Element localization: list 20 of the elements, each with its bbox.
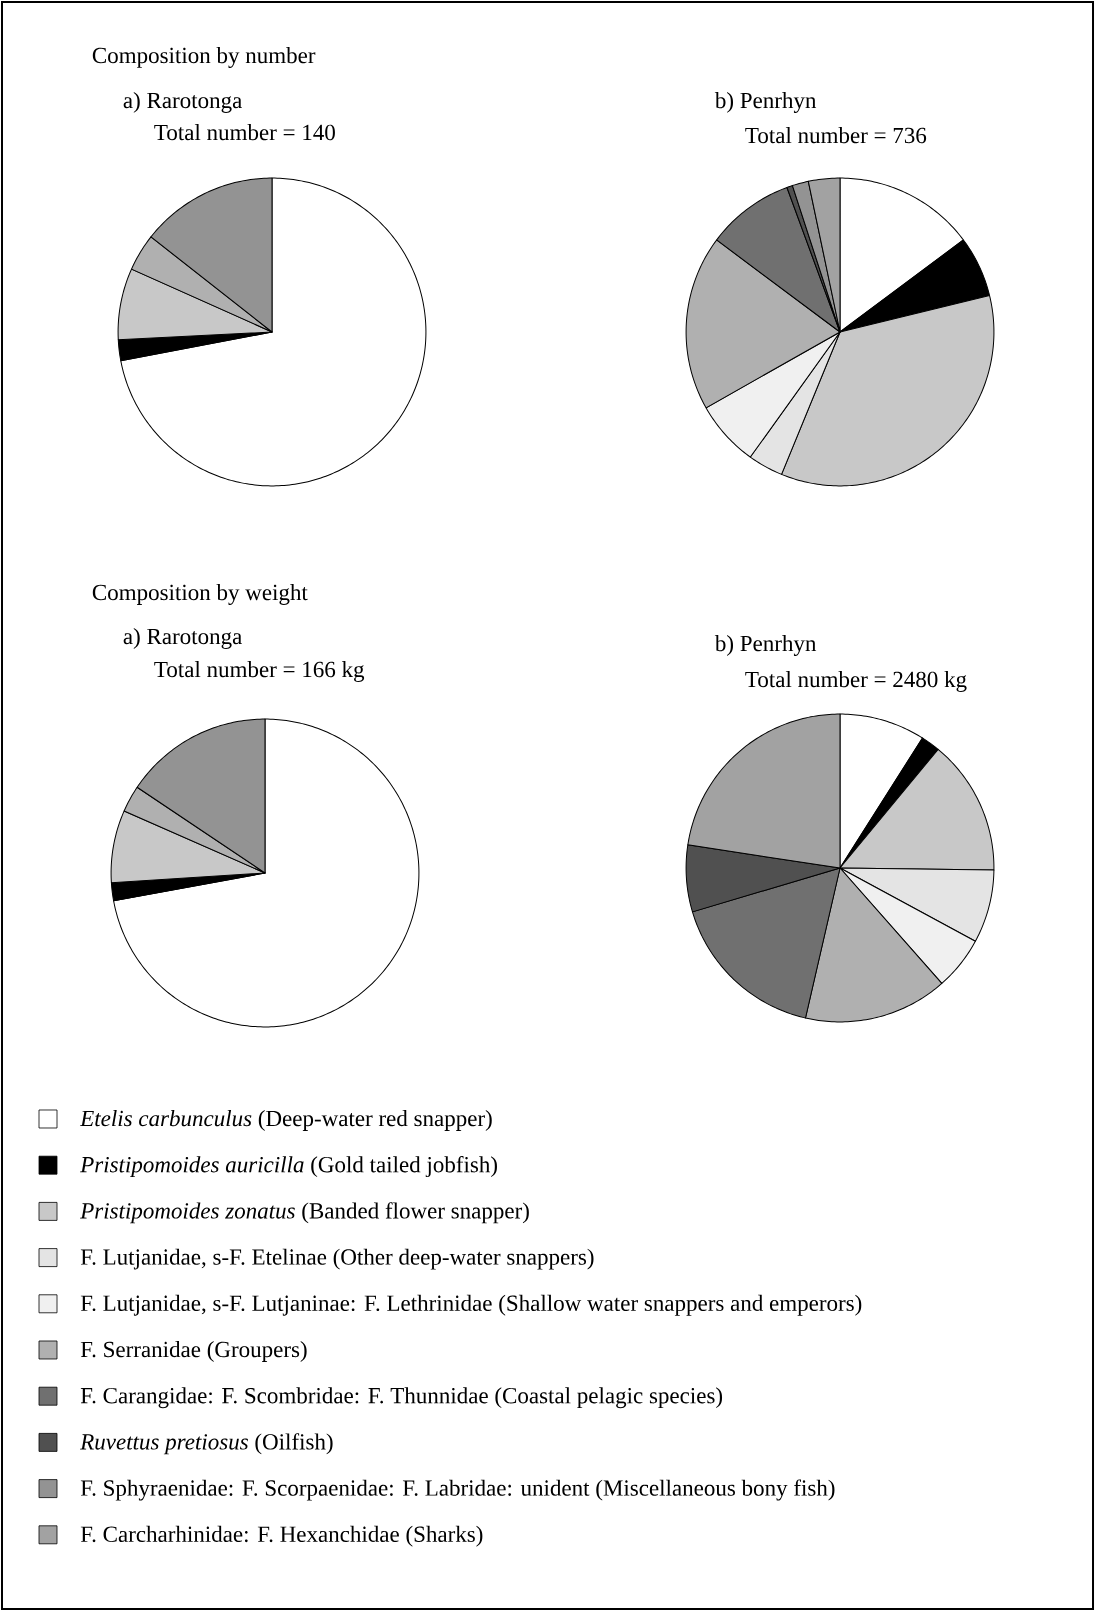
chart-title: b) Penrhyn: [714, 92, 817, 113]
legend-label: F. Carcharhinidae: F. Hexanchidae (Sharks): [80, 1525, 483, 1547]
chart-subtitle: Total number = 140: [154, 124, 335, 141]
legend-label: F. Lutjanidae, s-F. Etelinae (Other deep-water snappers): [80, 1248, 594, 1270]
legend-label: F. Carangidae: F. Scombridae: F. Thunnidae (Coastal pelagic species): [80, 1387, 723, 1409]
chart-title: b) Penrhyn: [714, 635, 817, 656]
chart-title: a) Rarotonga: [123, 92, 242, 113]
legend-label: F. Lutjanidae, s-F. Lutjaninae: F. Lethrinidae (Shallow water snappers and emperors): [80, 1294, 862, 1316]
chart-title: a) Rarotonga: [123, 628, 242, 649]
legend-label: F. Serranidae (Groupers): [80, 1341, 307, 1362]
chart-subtitle: Total number = 166 kg: [154, 661, 365, 682]
legend-label: Pristipomoides auricilla (Gold tailed jobfish): [80, 1155, 497, 1178]
chart-subtitle: Total number = 2480 kg: [745, 671, 967, 692]
legend-label: F. Sphyraenidae: F. Scorpaenidae: F. Labridae: unident (Miscellaneous bony fish): [80, 1479, 835, 1501]
legend-label: Ruvettus pretiosus (Oilfish): [80, 1433, 333, 1455]
text: Composition by number: [92, 47, 316, 68]
chart-subtitle: Total number = 736: [745, 127, 927, 144]
legend-label: Pristipomoides zonatus (Banded flower snapper): [80, 1202, 529, 1224]
text: Composition by weight: [92, 584, 308, 605]
legend-label: Etelis carbunculus (Deep-water red snapper): [79, 1110, 492, 1131]
